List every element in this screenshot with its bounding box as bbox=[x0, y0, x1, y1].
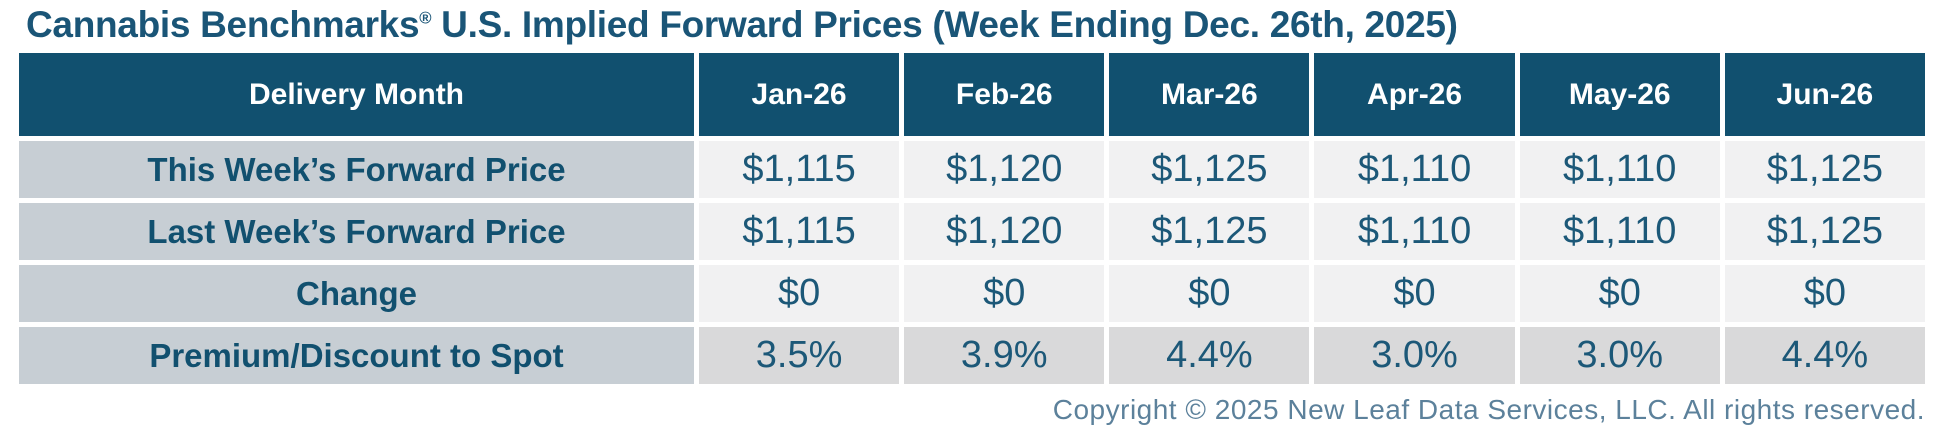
copyright-notice: Copyright © 2025 New Leaf Data Services,… bbox=[1052, 394, 1925, 425]
price-cell: $1,110 bbox=[1314, 141, 1515, 198]
percent-cell: 3.5% bbox=[699, 327, 900, 384]
price-cell: $1,125 bbox=[1109, 203, 1310, 260]
change-cell: $0 bbox=[1109, 265, 1310, 322]
price-cell: $1,110 bbox=[1519, 141, 1720, 198]
row-label-change: Change bbox=[19, 265, 694, 322]
percent-cell: 3.0% bbox=[1519, 327, 1720, 384]
table-container: Delivery Month Jan-26 Feb-26 Mar-26 Apr-… bbox=[14, 48, 1930, 389]
table-row-premium-discount: Premium/Discount to Spot 3.5% 3.9% 4.4% … bbox=[19, 327, 1925, 384]
percent-cell: 4.4% bbox=[1724, 327, 1925, 384]
price-cell: $1,115 bbox=[699, 141, 900, 198]
column-header-may-26: May-26 bbox=[1519, 53, 1720, 136]
change-cell: $0 bbox=[1314, 265, 1515, 322]
column-header-delivery-month: Delivery Month bbox=[19, 53, 694, 136]
price-cell: $1,110 bbox=[1519, 203, 1720, 260]
change-cell: $0 bbox=[1519, 265, 1720, 322]
table-header-row: Delivery Month Jan-26 Feb-26 Mar-26 Apr-… bbox=[19, 53, 1925, 136]
price-cell: $1,125 bbox=[1109, 141, 1310, 198]
change-cell: $0 bbox=[1724, 265, 1925, 322]
price-cell: $1,125 bbox=[1724, 203, 1925, 260]
column-header-jun-26: Jun-26 bbox=[1724, 53, 1925, 136]
forward-prices-table: Delivery Month Jan-26 Feb-26 Mar-26 Apr-… bbox=[14, 48, 1930, 389]
price-cell: $1,120 bbox=[904, 203, 1105, 260]
column-header-jan-26: Jan-26 bbox=[699, 53, 900, 136]
title-subject: U.S. Implied Forward Prices (Week Ending… bbox=[431, 4, 1458, 45]
column-header-apr-26: Apr-26 bbox=[1314, 53, 1515, 136]
registered-trademark-symbol: ® bbox=[419, 8, 432, 28]
percent-cell: 3.9% bbox=[904, 327, 1105, 384]
price-cell: $1,110 bbox=[1314, 203, 1515, 260]
table-row-change: Change $0 $0 $0 $0 $0 $0 bbox=[19, 265, 1925, 322]
price-cell: $1,115 bbox=[699, 203, 900, 260]
price-cell: $1,125 bbox=[1724, 141, 1925, 198]
row-label-premium-discount: Premium/Discount to Spot bbox=[19, 327, 694, 384]
table-row-this-week: This Week’s Forward Price $1,115 $1,120 … bbox=[19, 141, 1925, 198]
table-row-last-week: Last Week’s Forward Price $1,115 $1,120 … bbox=[19, 203, 1925, 260]
change-cell: $0 bbox=[699, 265, 900, 322]
page-title: Cannabis Benchmarks® U.S. Implied Forwar… bbox=[26, 0, 1943, 48]
row-label-last-week: Last Week’s Forward Price bbox=[19, 203, 694, 260]
row-label-this-week: This Week’s Forward Price bbox=[19, 141, 694, 198]
percent-cell: 4.4% bbox=[1109, 327, 1310, 384]
column-header-mar-26: Mar-26 bbox=[1109, 53, 1310, 136]
title-brand: Cannabis Benchmarks bbox=[26, 4, 420, 45]
column-header-feb-26: Feb-26 bbox=[904, 53, 1105, 136]
change-cell: $0 bbox=[904, 265, 1105, 322]
price-cell: $1,120 bbox=[904, 141, 1105, 198]
percent-cell: 3.0% bbox=[1314, 327, 1515, 384]
